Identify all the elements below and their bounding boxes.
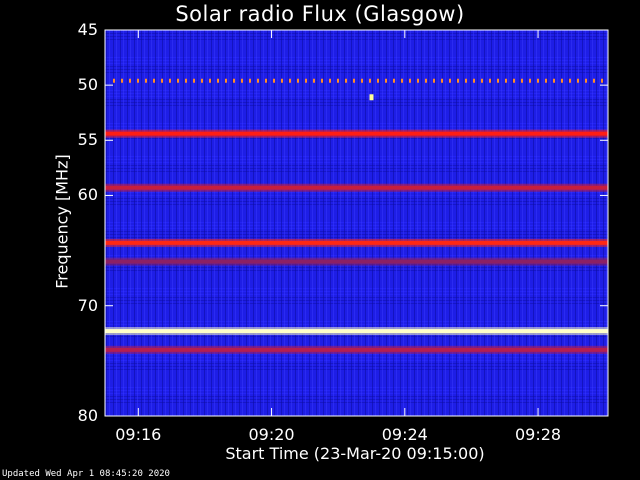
band-dot xyxy=(489,78,491,83)
band-dot xyxy=(121,78,123,83)
band-dot xyxy=(137,78,139,83)
band-dot xyxy=(313,78,315,83)
chart-title: Solar radio Flux (Glasgow) xyxy=(175,2,465,26)
band-dot xyxy=(409,78,411,83)
band-dot xyxy=(241,78,243,83)
band-dot xyxy=(561,78,563,83)
band-dot xyxy=(353,78,355,83)
noise-texture xyxy=(105,30,608,416)
band-dot xyxy=(577,78,579,83)
band-dot xyxy=(601,78,603,83)
y-tick-label: 55 xyxy=(77,130,98,150)
band-dot xyxy=(329,78,331,83)
band-dot xyxy=(193,78,195,83)
frequency-band-4 xyxy=(105,259,608,264)
x-tick-label: 09:20 xyxy=(248,425,295,444)
band-dot xyxy=(305,78,307,83)
band-dot xyxy=(145,78,147,83)
band-dot xyxy=(449,78,451,83)
x-tick-label: 09:24 xyxy=(381,425,428,444)
band-dot xyxy=(433,78,435,83)
x-tick-label: 09:28 xyxy=(514,425,562,444)
frequency-band-5 xyxy=(105,329,608,334)
band-dot xyxy=(169,78,171,83)
burst-point xyxy=(369,94,374,101)
band-dot xyxy=(249,78,251,83)
band-dot xyxy=(377,78,379,83)
band-dot xyxy=(265,78,267,83)
band-dot xyxy=(537,78,539,83)
y-tick-label: 60 xyxy=(77,185,98,205)
band-dot xyxy=(553,78,555,83)
y-tick-label: 80 xyxy=(77,406,98,425)
y-tick-label: 45 xyxy=(77,20,98,39)
band-dot xyxy=(529,78,531,83)
band-dot xyxy=(161,78,163,83)
band-dot xyxy=(585,78,587,83)
updated-timestamp: Updated Wed Apr 1 08:45:20 2020 xyxy=(2,469,170,479)
band-dot xyxy=(569,78,571,83)
band-dot xyxy=(385,78,387,83)
band-dot xyxy=(425,78,427,83)
frequency-band-3 xyxy=(105,240,608,245)
band-dot xyxy=(505,78,507,83)
frequency-band-6 xyxy=(105,347,608,352)
band-dot xyxy=(209,78,211,83)
band-dot xyxy=(177,78,179,83)
band-dot xyxy=(281,78,283,83)
band-dot xyxy=(545,78,547,83)
band-dot xyxy=(417,78,419,83)
y-tick-label: 70 xyxy=(77,295,98,315)
frequency-band-1 xyxy=(105,131,608,136)
band-dot xyxy=(273,78,275,83)
x-axis-label: Start Time (23-Mar-20 09:15:00) xyxy=(225,444,485,463)
band-dot xyxy=(129,78,131,83)
band-dot xyxy=(225,78,227,83)
band-dot xyxy=(297,78,299,83)
band-dot xyxy=(345,78,347,83)
band-dot xyxy=(217,78,219,83)
x-tick-label: 09:16 xyxy=(115,425,162,444)
band-dot xyxy=(113,78,115,83)
band-dot xyxy=(321,78,323,83)
band-dot xyxy=(201,78,203,83)
band-dot xyxy=(513,78,515,83)
band-dot xyxy=(185,78,187,83)
band-dot xyxy=(497,78,499,83)
band-dot xyxy=(289,78,291,83)
band-dot xyxy=(457,78,459,83)
band-dot xyxy=(393,78,395,83)
heatmap-area xyxy=(105,30,608,416)
band-dot xyxy=(337,78,339,83)
band-dot xyxy=(257,78,259,83)
band-dot xyxy=(369,78,371,83)
band-dot xyxy=(441,78,443,83)
band-dot xyxy=(481,78,483,83)
plot-axes xyxy=(104,29,609,417)
band-dot xyxy=(153,78,155,83)
band-dot xyxy=(233,78,235,83)
band-dot xyxy=(401,78,403,83)
band-dot xyxy=(473,78,475,83)
band-dot xyxy=(465,78,467,83)
y-tick-label: 50 xyxy=(77,75,98,95)
plot-frame xyxy=(104,29,609,417)
band-dot xyxy=(361,78,363,83)
band-dot xyxy=(593,78,595,83)
band-dot xyxy=(521,78,523,83)
frequency-band-2 xyxy=(105,185,608,190)
